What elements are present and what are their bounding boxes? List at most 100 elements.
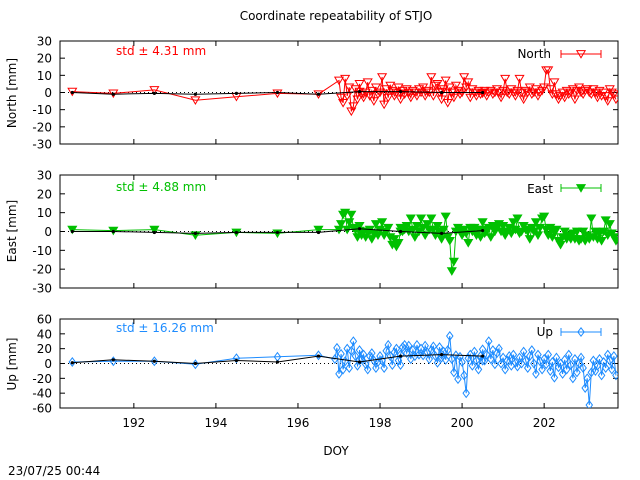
- up-data-point: [597, 370, 606, 381]
- north-data-point: [108, 89, 119, 99]
- north-data-point: [354, 80, 365, 89]
- east-data-point: [475, 233, 486, 242]
- up-mean-point: [234, 358, 239, 363]
- east-data-point: [438, 225, 449, 235]
- east-data-point: [377, 218, 388, 227]
- up-data-point: [380, 362, 388, 373]
- north-y-tick-label: 10: [37, 69, 52, 83]
- north-mean-point: [398, 90, 403, 94]
- up-data-point: [569, 373, 577, 384]
- up-data-point: [610, 351, 618, 362]
- north-y-axis-label: North [mm]: [5, 58, 19, 128]
- up-y-tick-label: 40: [37, 327, 52, 341]
- up-data-point: [355, 354, 364, 365]
- east-mean-point: [316, 230, 321, 235]
- up-data-point: [396, 349, 405, 360]
- up-data-point: [333, 342, 341, 353]
- up-data-point: [560, 354, 569, 365]
- north-data-point: [348, 102, 359, 111]
- up-data-point: [521, 355, 530, 366]
- east-data-point: [551, 225, 562, 235]
- north-data-point: [442, 98, 453, 108]
- up-data-point: [491, 359, 499, 370]
- north-data-point: [149, 86, 160, 95]
- east-data-point: [393, 238, 404, 248]
- east-data-point: [422, 220, 433, 229]
- north-mean-point: [316, 92, 321, 96]
- east-data-point: [415, 214, 427, 224]
- up-legend-marker: [577, 326, 585, 338]
- east-y-tick-label: 30: [37, 169, 52, 183]
- up-series-line: [72, 336, 617, 406]
- north-data-point: [422, 86, 433, 96]
- up-data-point: [452, 350, 460, 361]
- east-mean-point: [439, 231, 444, 235]
- north-y-tick-label: 20: [37, 52, 52, 66]
- up-data-point: [577, 352, 585, 363]
- up-y-tick-label: 60: [37, 313, 52, 327]
- up-data-point: [581, 382, 589, 394]
- north-mean-point: [70, 90, 74, 95]
- up-data-point: [427, 345, 436, 356]
- north-data-point: [338, 98, 349, 108]
- east-data-point: [370, 220, 382, 229]
- up-mean-point: [275, 360, 280, 364]
- up-data-point: [606, 355, 614, 366]
- up-data-point: [585, 400, 594, 408]
- east-data-point: [508, 218, 519, 227]
- up-data-point: [571, 354, 579, 365]
- up-data-point: [446, 331, 454, 342]
- east-data-point: [596, 237, 607, 246]
- east-data-point: [409, 233, 420, 242]
- up-data: [68, 331, 618, 408]
- north-data-point: [272, 89, 283, 99]
- east-data-point: [67, 225, 78, 235]
- north-data-point: [379, 100, 390, 110]
- north-data-point: [450, 81, 462, 91]
- up-data-point: [528, 345, 536, 356]
- north-data-point: [602, 97, 613, 106]
- north-data-point: [569, 95, 580, 105]
- north-data-point: [405, 93, 416, 103]
- up-data-point: [509, 349, 518, 360]
- up-data-point: [499, 352, 507, 363]
- up-mean-point: [111, 358, 115, 362]
- up-std-label: std ± 16.26 mm: [116, 321, 214, 335]
- north-data-point: [610, 95, 618, 105]
- up-data-point: [404, 340, 413, 351]
- up-data-point: [357, 354, 366, 365]
- north-data-point: [358, 93, 369, 103]
- north-y-tick-label: -10: [32, 103, 52, 117]
- north-data-point: [333, 76, 345, 86]
- up-data-point: [538, 364, 546, 375]
- north-y-tick-label: 30: [37, 35, 52, 49]
- up-data-point: [388, 359, 397, 371]
- north-legend-marker: [575, 50, 587, 59]
- east-mean-point: [275, 230, 280, 235]
- north-data-point: [362, 78, 373, 87]
- east-data-point: [448, 257, 459, 267]
- up-data-point: [523, 362, 532, 373]
- north-data-point: [483, 88, 494, 98]
- up-mean-point: [357, 360, 362, 364]
- north-data-point: [440, 76, 451, 86]
- east-data-point: [506, 229, 517, 239]
- up-data-point: [564, 349, 573, 360]
- east-mean-point: [398, 229, 403, 234]
- north-data-point: [335, 93, 347, 103]
- x-tick-label: 200: [451, 416, 474, 430]
- up-y-tick-label: -20: [32, 372, 52, 386]
- north-data-point: [463, 78, 474, 87]
- north-data-point: [549, 78, 560, 87]
- up-data-point: [532, 368, 540, 379]
- up-data-point: [482, 349, 491, 360]
- up-data-point: [191, 359, 200, 370]
- east-data-point: [539, 212, 550, 222]
- north-data-point: [430, 81, 441, 91]
- north-panel: std ± 4.31 mm North North [mm] -30 -20 -10…: [5, 35, 619, 152]
- up-data-point: [548, 356, 557, 368]
- up-data-point: [534, 349, 542, 360]
- up-data-point: [484, 336, 493, 347]
- north-data-point: [190, 96, 201, 105]
- up-data-point: [351, 351, 360, 362]
